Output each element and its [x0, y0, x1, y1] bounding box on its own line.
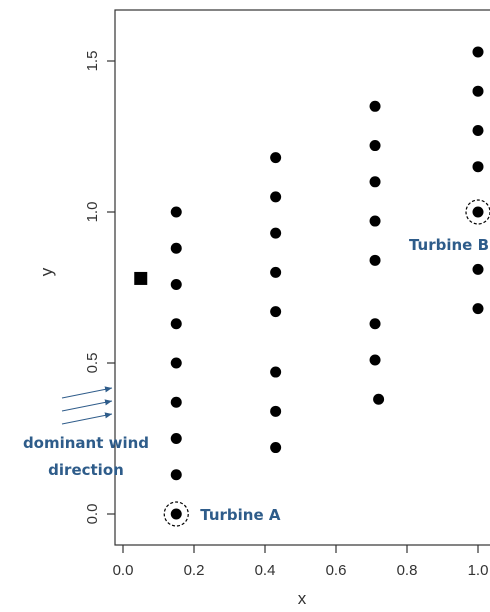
highlight-ring [163, 501, 189, 527]
turbine-point [270, 306, 282, 318]
turbine-point [369, 100, 381, 112]
turbine-point [472, 303, 484, 315]
turbine-point [170, 357, 182, 369]
wind-arrow [61, 412, 113, 425]
turbine-points [134, 46, 484, 520]
turbine-point [270, 266, 282, 278]
y-tick-label: 0.5 [84, 353, 101, 374]
turbine-b-label: Turbine B [409, 236, 489, 254]
y-axis-title: y [37, 267, 56, 276]
x-axis-title: x [298, 589, 307, 608]
plot-area [114, 9, 490, 546]
x-tick-label: 0.0 [113, 562, 134, 579]
turbine-point [270, 405, 282, 417]
turbine-point [472, 206, 484, 218]
turbine-point [472, 46, 484, 58]
turbine-point [170, 433, 182, 444]
x-tick-label: 0.4 [255, 562, 276, 579]
x-tick-label: 0.8 [397, 562, 418, 579]
turbine-point [472, 85, 484, 97]
turbine-point [170, 278, 182, 290]
turbine-point [369, 254, 381, 266]
wind-annotation-line-1: dominant wind [23, 434, 149, 452]
highlighted-turbines: Turbine A Turbine B [163, 199, 490, 527]
x-tick-label: 0.2 [184, 562, 205, 579]
turbine-point [472, 263, 484, 275]
turbine-point [270, 227, 282, 239]
square-marker [134, 271, 148, 285]
turbine-point [373, 393, 385, 405]
y-tick-label: 0.0 [84, 504, 101, 525]
turbine-point [270, 366, 282, 378]
turbine-a-label: Turbine A [200, 506, 281, 524]
turbine-point [369, 140, 381, 152]
wind-annotation-line-2: direction [48, 461, 124, 479]
plot-frame [114, 9, 490, 546]
turbine-point [270, 152, 282, 164]
wind-arrows [61, 386, 113, 425]
turbine-point [170, 508, 182, 520]
y-tick-label: 1.5 [84, 51, 101, 72]
x-tick-label: 0.6 [326, 562, 347, 579]
turbine-point [170, 242, 182, 254]
turbine-point [170, 318, 182, 330]
turbine-point [369, 354, 381, 366]
turbine-point [472, 124, 484, 136]
x-tick-label: 1.0 [468, 562, 489, 579]
turbine-point [369, 176, 381, 188]
wind-arrow [61, 386, 113, 399]
y-tick-label: 1.0 [84, 202, 101, 223]
turbine-point [369, 215, 381, 227]
turbine-point [170, 396, 182, 408]
x-axis: 0.0 0.2 0.4 0.6 0.8 1.0 [113, 545, 489, 579]
turbine-point [369, 318, 381, 330]
highlight-ring [465, 199, 490, 225]
turbine-point [270, 191, 282, 203]
turbine-point [270, 442, 282, 454]
wind-arrow [61, 399, 113, 412]
y-axis: 0.0 0.5 1.0 1.5 [84, 51, 115, 525]
turbine-point [170, 206, 182, 218]
turbine-point [472, 161, 484, 173]
turbine-point [170, 469, 182, 481]
